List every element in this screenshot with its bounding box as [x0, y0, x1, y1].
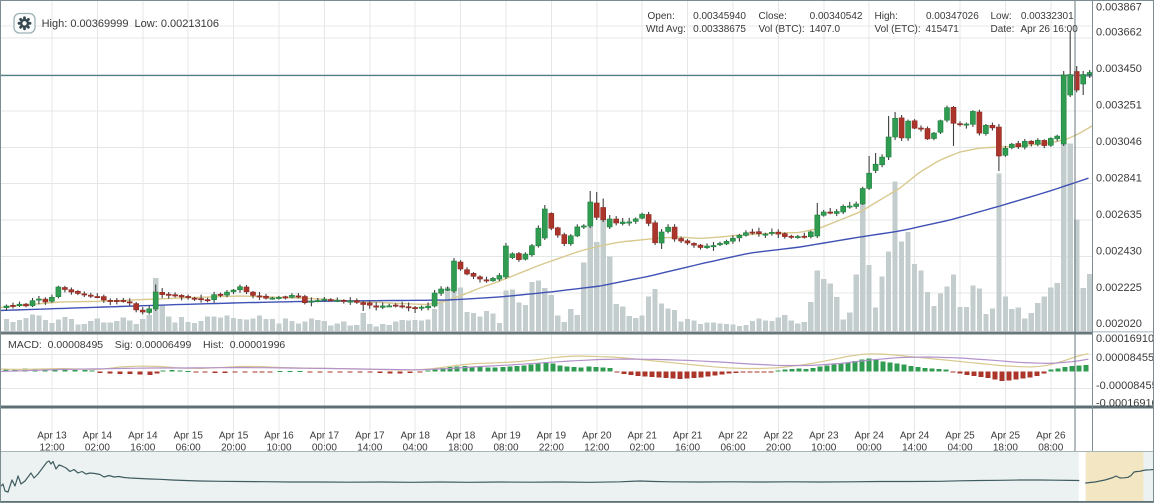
svg-text:Apr 25: Apr 25: [991, 431, 1021, 442]
svg-text:Apr 23: Apr 23: [809, 431, 839, 442]
svg-text:Apr 13: Apr 13: [37, 431, 67, 442]
svg-text:16:00: 16:00: [675, 443, 700, 454]
svg-text:0.00347026: 0.00347026: [926, 11, 979, 22]
svg-text:06:00: 06:00: [720, 443, 745, 454]
svg-text:Apr 16: Apr 16: [264, 431, 294, 442]
svg-text:Open:: Open:: [648, 11, 675, 22]
svg-text:12:00: 12:00: [39, 443, 64, 454]
svg-text:Apr 14: Apr 14: [83, 431, 113, 442]
svg-text:20:00: 20:00: [766, 443, 791, 454]
svg-text:0.00345940: 0.00345940: [693, 11, 746, 22]
svg-text:02:00: 02:00: [85, 443, 110, 454]
svg-text:0.002430: 0.002430: [1096, 246, 1142, 258]
svg-text:14:00: 14:00: [357, 443, 382, 454]
svg-text:22:00: 22:00: [539, 443, 564, 454]
svg-text:Date:: Date:: [991, 24, 1015, 35]
svg-text:-0.00016910: -0.00016910: [1096, 398, 1154, 410]
svg-text:Apr 15: Apr 15: [173, 431, 203, 442]
svg-text:0.003662: 0.003662: [1096, 27, 1142, 39]
svg-text:0.00016910: 0.00016910: [1096, 333, 1154, 345]
svg-text:20:00: 20:00: [221, 443, 246, 454]
svg-text:14:00: 14:00: [902, 443, 927, 454]
svg-text:Apr 17: Apr 17: [310, 431, 340, 442]
svg-text:0.002225: 0.002225: [1096, 282, 1142, 294]
svg-text:MACD: 0.00008495 Sig: 0.00: MACD: 0.00008495 Sig: 0.00006499 Hist: 0…: [8, 339, 285, 351]
svg-text:18:00: 18:00: [448, 443, 473, 454]
svg-text:00:00: 00:00: [312, 443, 337, 454]
svg-text:Apr 21: Apr 21: [627, 431, 657, 442]
svg-text:04:00: 04:00: [947, 443, 972, 454]
svg-text:Apr 17: Apr 17: [355, 431, 385, 442]
svg-text:Apr 14: Apr 14: [128, 431, 158, 442]
svg-text:1407.0: 1407.0: [810, 24, 841, 35]
svg-text:10:00: 10:00: [811, 443, 836, 454]
svg-text:16:00: 16:00: [130, 443, 155, 454]
svg-text:Apr 26 16:00: Apr 26 16:00: [1021, 24, 1079, 35]
svg-text:Apr 24: Apr 24: [900, 431, 930, 442]
svg-text:0.00332301: 0.00332301: [1021, 11, 1074, 22]
svg-text:12:00: 12:00: [584, 443, 609, 454]
svg-text:06:00: 06:00: [176, 443, 201, 454]
svg-text:High: 0.00369999 Low: 0.00213: High: 0.00369999 Low: 0.00213106: [42, 18, 219, 30]
svg-text:Apr 18: Apr 18: [446, 431, 476, 442]
svg-text:0.00008455: 0.00008455: [1096, 352, 1154, 364]
svg-text:415471: 415471: [926, 24, 960, 35]
svg-text:08:00: 08:00: [1038, 443, 1063, 454]
svg-text:Apr 25: Apr 25: [945, 431, 975, 442]
svg-text:Apr 19: Apr 19: [491, 431, 521, 442]
svg-text:04:00: 04:00: [403, 443, 428, 454]
svg-text:Wtd Avg:: Wtd Avg:: [646, 24, 686, 35]
svg-text:Close:: Close:: [759, 11, 787, 22]
svg-text:Apr 24: Apr 24: [854, 431, 884, 442]
svg-text:0.00340542: 0.00340542: [810, 11, 863, 22]
svg-text:Apr 18: Apr 18: [400, 431, 430, 442]
svg-text:0.003251: 0.003251: [1096, 100, 1142, 112]
svg-text:02:00: 02:00: [630, 443, 655, 454]
svg-text:Low:: Low:: [991, 11, 1012, 22]
svg-text:Vol (BTC):: Vol (BTC):: [759, 24, 805, 35]
svg-text:18:00: 18:00: [993, 443, 1018, 454]
svg-text:00:00: 00:00: [857, 443, 882, 454]
svg-text:Vol (ETC):: Vol (ETC):: [875, 24, 921, 35]
svg-text:Apr 22: Apr 22: [718, 431, 748, 442]
svg-text:0.002635: 0.002635: [1096, 209, 1142, 221]
svg-text:Apr 20: Apr 20: [582, 431, 612, 442]
svg-text:0.003867: 0.003867: [1096, 2, 1142, 14]
svg-text:08:00: 08:00: [493, 443, 518, 454]
svg-text:0.003450: 0.003450: [1096, 63, 1142, 75]
svg-text:Apr 22: Apr 22: [764, 431, 794, 442]
svg-text:Apr 19: Apr 19: [537, 431, 567, 442]
svg-text:0.002020: 0.002020: [1096, 318, 1142, 330]
svg-text:0.003046: 0.003046: [1096, 136, 1142, 148]
svg-text:Apr 26: Apr 26: [1036, 431, 1066, 442]
svg-text:0.00338675: 0.00338675: [693, 24, 746, 35]
svg-text:10:00: 10:00: [266, 443, 291, 454]
svg-text:0.002841: 0.002841: [1096, 173, 1142, 185]
svg-text:Apr 21: Apr 21: [673, 431, 703, 442]
svg-text:Apr 15: Apr 15: [219, 431, 249, 442]
svg-text:High:: High:: [875, 11, 898, 22]
svg-text:-0.00008455: -0.00008455: [1096, 380, 1154, 392]
